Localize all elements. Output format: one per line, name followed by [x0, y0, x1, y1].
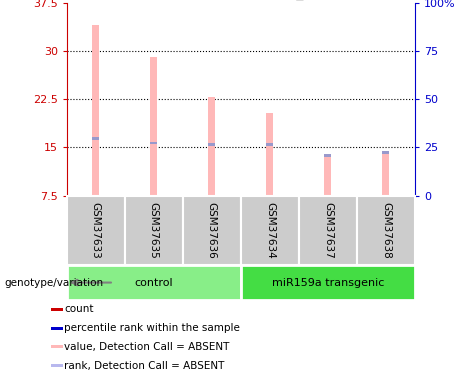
Bar — [51, 345, 63, 348]
Bar — [208, 143, 215, 146]
Bar — [125, 196, 183, 265]
Text: count: count — [64, 304, 94, 314]
Bar — [150, 57, 157, 196]
Bar — [92, 25, 99, 196]
Text: GSM37638: GSM37638 — [381, 202, 391, 259]
Bar — [150, 141, 157, 144]
Text: rank, Detection Call = ABSENT: rank, Detection Call = ABSENT — [64, 361, 225, 370]
Bar — [183, 196, 241, 265]
Bar — [357, 196, 415, 265]
Bar — [299, 196, 357, 265]
Bar — [325, 154, 331, 157]
Bar — [383, 151, 390, 154]
Text: miR159a transgenic: miR159a transgenic — [272, 278, 384, 288]
Bar — [92, 137, 99, 140]
Bar — [67, 196, 125, 265]
Bar — [67, 265, 241, 300]
Bar — [266, 113, 273, 196]
Bar — [51, 364, 63, 367]
Bar — [325, 155, 331, 196]
Text: percentile rank within the sample: percentile rank within the sample — [64, 323, 240, 333]
Text: control: control — [135, 278, 173, 288]
Text: GSM37637: GSM37637 — [323, 202, 333, 259]
Bar — [51, 327, 63, 330]
Text: genotype/variation: genotype/variation — [5, 278, 104, 288]
Text: GSM37636: GSM37636 — [207, 202, 217, 259]
Bar — [51, 308, 63, 311]
Text: value, Detection Call = ABSENT: value, Detection Call = ABSENT — [64, 342, 230, 352]
Bar — [241, 265, 415, 300]
Text: GSM37634: GSM37634 — [265, 202, 275, 259]
Bar — [241, 196, 299, 265]
Text: GSM37635: GSM37635 — [149, 202, 159, 259]
Text: GSM37633: GSM37633 — [91, 202, 101, 259]
Bar — [383, 152, 390, 196]
Bar — [266, 143, 273, 146]
Bar — [208, 97, 215, 196]
